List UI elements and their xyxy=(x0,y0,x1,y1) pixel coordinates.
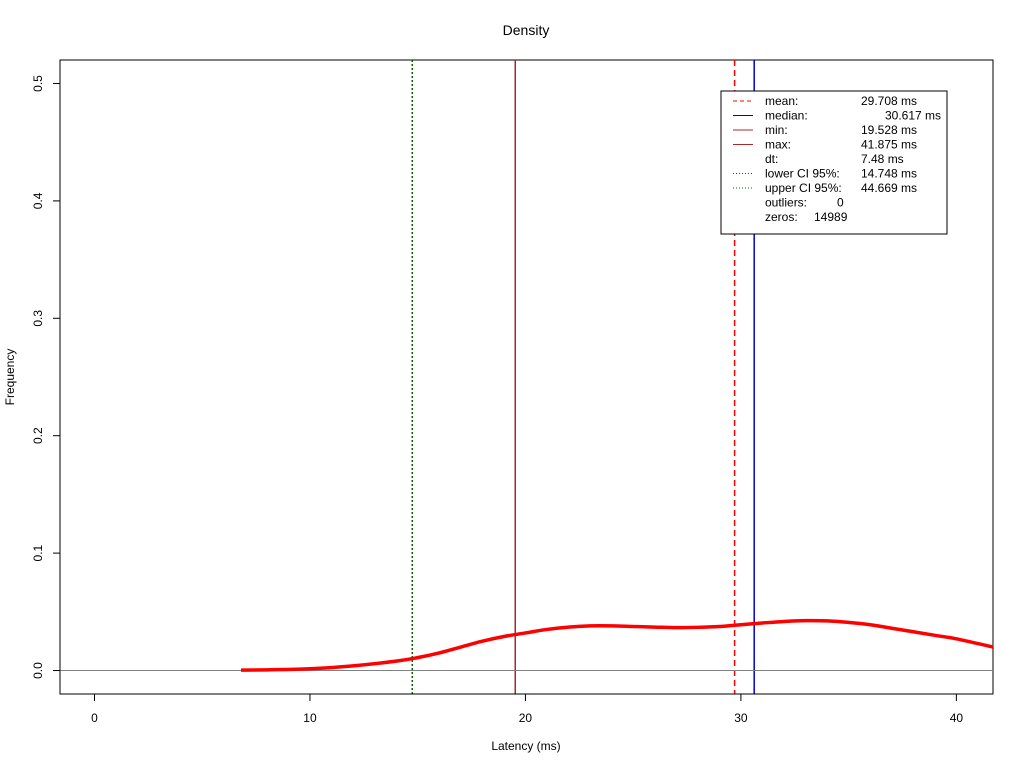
legend-label: lower CI 95%: xyxy=(765,167,840,181)
x-tick-label: 30 xyxy=(734,711,748,725)
legend: mean: 29.708 ms median: 30.617 ms min: 19.528… xyxy=(720,90,948,235)
legend-label: zeros: xyxy=(765,210,798,224)
x-tick-label: 20 xyxy=(519,711,533,725)
y-tick-label: 0.3 xyxy=(31,310,45,327)
x-tick-label: 10 xyxy=(303,711,317,725)
x-axis-label: Latency (ms) xyxy=(491,739,560,753)
legend-value: 19.528 ms xyxy=(861,123,917,137)
legend-value: 14.748 ms xyxy=(861,167,917,181)
legend-value: 14989 xyxy=(814,210,848,224)
chart-title: Density xyxy=(503,22,550,38)
x-tick-label: 0 xyxy=(91,711,98,725)
legend-value: 41.875 ms xyxy=(861,138,917,152)
x-tick-label: 40 xyxy=(950,711,964,725)
legend-value: 0 xyxy=(837,196,844,210)
y-tick-label: 0.4 xyxy=(31,192,45,209)
y-axis-label: Frequency xyxy=(3,349,17,406)
legend-value: 7.48 ms xyxy=(861,152,904,166)
density-series-line xyxy=(240,618,994,672)
y-tick-label: 0.1 xyxy=(31,544,45,561)
legend-value: 29.708 ms xyxy=(861,94,917,108)
y-tick-label: 0.2 xyxy=(31,427,45,444)
legend-label: min: xyxy=(765,123,788,137)
legend-label: mean: xyxy=(765,94,798,108)
legend-label: median: xyxy=(765,109,808,123)
legend-box xyxy=(720,90,948,235)
legend-label: outliers: xyxy=(765,196,807,210)
legend-label: dt: xyxy=(765,152,778,166)
series-group xyxy=(240,618,994,672)
y-tick-label: 0.5 xyxy=(31,75,45,92)
legend-label: upper CI 95%: xyxy=(765,181,842,195)
legend-label: max: xyxy=(765,138,791,152)
y-tick-label: 0.0 xyxy=(31,662,45,679)
y-axis: 0.0 0.1 0.2 0.3 0.4 0.5 xyxy=(31,75,61,679)
x-axis: 0 10 20 30 40 xyxy=(91,693,964,725)
legend-value: 44.669 ms xyxy=(861,181,917,195)
legend-value: 30.617 ms xyxy=(885,109,941,123)
